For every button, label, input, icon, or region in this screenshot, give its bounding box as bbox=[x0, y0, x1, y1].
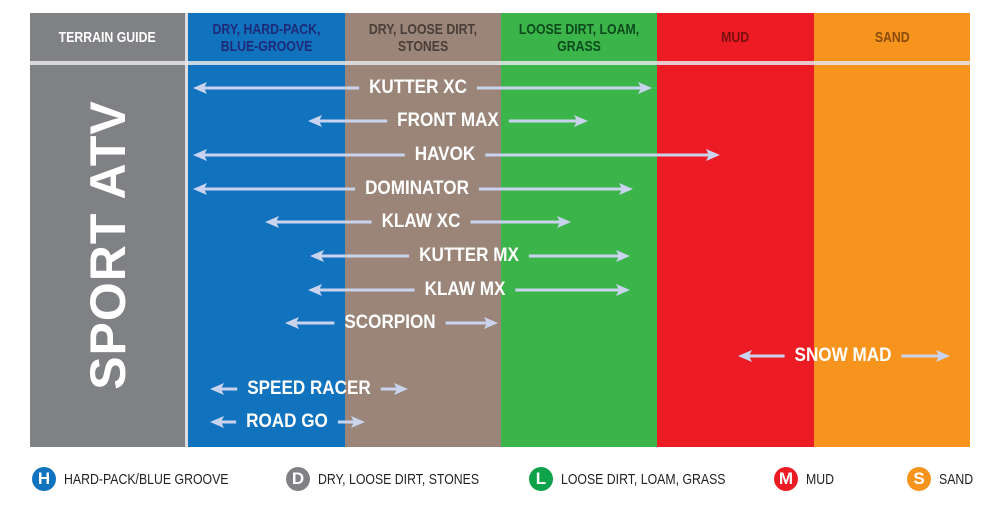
arrowhead-right-icon bbox=[616, 250, 630, 262]
arrowhead-right-icon bbox=[638, 82, 652, 94]
range-arrow bbox=[265, 216, 571, 228]
legend-label: LOOSE DIRT, LOAM, GRASS bbox=[561, 470, 726, 488]
header-text: SAND bbox=[874, 29, 910, 46]
header-loose-dirt: DRY, LOOSE DIRT, STONES bbox=[345, 13, 501, 62]
arrowhead-left-icon bbox=[738, 350, 752, 362]
legend-label: SAND bbox=[939, 470, 974, 488]
legend-loam: L LOOSE DIRT, LOAM, GRASS bbox=[529, 467, 762, 491]
arrowhead-left-icon bbox=[210, 416, 224, 428]
arrowhead-left-icon bbox=[308, 284, 322, 296]
terrain-column-hardpack bbox=[188, 13, 345, 447]
range-arrow bbox=[310, 250, 630, 262]
tire-label: SNOW MAD bbox=[794, 345, 892, 366]
tire-label: FRONT MAX bbox=[397, 110, 499, 131]
legend-loose-dirt: D DRY, LOOSE DIRT, STONES bbox=[286, 467, 514, 491]
s-badge-icon: S bbox=[907, 467, 931, 491]
arrowhead-left-icon bbox=[265, 216, 279, 228]
header-text: DRY, LOOSE DIRT, STONES bbox=[368, 20, 478, 55]
header-text: DRY, HARD-PACK, BLUE-GROOVE bbox=[212, 20, 321, 55]
h-badge-icon: H bbox=[32, 467, 56, 491]
legend-hardpack: H HARD-PACK/BLUE GROOVE bbox=[32, 467, 265, 491]
arrowhead-right-icon bbox=[574, 115, 588, 127]
header-text: LOOSE DIRT, LOAM, GRASS bbox=[518, 20, 640, 55]
arrowhead-left-icon bbox=[308, 115, 322, 127]
arrowhead-left-icon bbox=[285, 317, 299, 329]
arrowhead-right-icon bbox=[557, 216, 571, 228]
range-arrow bbox=[738, 350, 950, 362]
vertical-divider bbox=[185, 13, 188, 447]
header-hardpack: DRY, HARD-PACK, BLUE-GROOVE bbox=[188, 13, 345, 62]
tire-label: KUTTER XC bbox=[369, 77, 467, 98]
header-loam: LOOSE DIRT, LOAM, GRASS bbox=[501, 13, 657, 62]
arrowhead-right-icon bbox=[484, 317, 498, 329]
l-badge-icon: L bbox=[529, 467, 553, 491]
header-text: MUD bbox=[721, 29, 750, 46]
tire-label: KLAW XC bbox=[381, 211, 461, 232]
range-arrow bbox=[193, 183, 633, 195]
arrowhead-left-icon bbox=[210, 383, 224, 395]
d-badge-icon: D bbox=[286, 467, 310, 491]
arrowhead-left-icon bbox=[193, 82, 207, 94]
range-arrow bbox=[308, 284, 630, 296]
range-arrow bbox=[210, 383, 408, 395]
arrowhead-right-icon bbox=[936, 350, 950, 362]
arrowhead-right-icon bbox=[394, 383, 408, 395]
legend-label: DRY, LOOSE DIRT, STONES bbox=[318, 470, 480, 488]
title-text: TERRAIN GUIDE bbox=[58, 29, 157, 46]
range-arrow bbox=[308, 115, 588, 127]
range-arrow bbox=[285, 317, 498, 329]
terrain-column-loose-dirt bbox=[345, 13, 501, 447]
arrowhead-left-icon bbox=[193, 183, 207, 195]
tire-label: SCORPION bbox=[344, 312, 436, 333]
legend-mud: M MUD bbox=[774, 467, 840, 491]
m-badge-icon: M bbox=[774, 467, 798, 491]
terrain-column-sand bbox=[814, 13, 970, 447]
header-divider bbox=[30, 61, 970, 65]
tire-label: KLAW MX bbox=[424, 279, 506, 300]
range-arrow bbox=[210, 416, 365, 428]
range-arrow bbox=[193, 82, 652, 94]
arrowhead-right-icon bbox=[619, 183, 633, 195]
legend-label: MUD bbox=[806, 470, 835, 488]
legend-sand: S SAND bbox=[907, 467, 981, 491]
terrain-guide-title: TERRAIN GUIDE bbox=[30, 13, 185, 62]
tire-label: HAVOK bbox=[414, 144, 476, 165]
tire-label: SPEED RACER bbox=[247, 378, 371, 399]
terrain-column-loam bbox=[501, 13, 657, 447]
header-mud: MUD bbox=[657, 13, 814, 62]
tire-label: KUTTER MX bbox=[419, 245, 519, 266]
arrowhead-right-icon bbox=[616, 284, 630, 296]
tire-label: DOMINATOR bbox=[365, 178, 469, 199]
range-arrow bbox=[193, 149, 720, 161]
legend-label: HARD-PACK/BLUE GROOVE bbox=[64, 470, 229, 488]
category-column bbox=[30, 13, 185, 447]
arrowhead-left-icon bbox=[193, 149, 207, 161]
header-sand: SAND bbox=[814, 13, 970, 62]
arrowhead-left-icon bbox=[310, 250, 324, 262]
arrowhead-right-icon bbox=[351, 416, 365, 428]
terrain-column-mud bbox=[657, 13, 814, 447]
arrowhead-right-icon bbox=[706, 149, 720, 161]
tire-label: ROAD GO bbox=[246, 411, 328, 432]
